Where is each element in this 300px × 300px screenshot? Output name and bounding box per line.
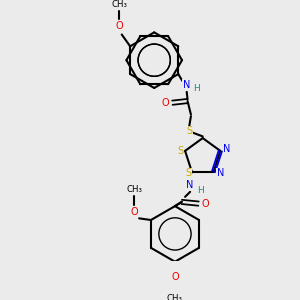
- Text: N: N: [217, 168, 224, 178]
- Text: CH₃: CH₃: [167, 294, 183, 300]
- Text: S: S: [177, 146, 183, 156]
- Text: CH₃: CH₃: [126, 185, 142, 194]
- Text: O: O: [171, 272, 179, 282]
- Text: O: O: [130, 207, 138, 217]
- Text: S: S: [185, 168, 191, 178]
- Text: N: N: [186, 180, 194, 190]
- Text: H: H: [197, 186, 204, 195]
- Text: S: S: [186, 126, 192, 136]
- Text: O: O: [162, 98, 170, 108]
- Text: N: N: [224, 144, 231, 154]
- Text: CH₃: CH₃: [111, 0, 127, 9]
- Text: O: O: [202, 199, 209, 208]
- Text: H: H: [194, 84, 200, 93]
- Text: O: O: [116, 21, 123, 31]
- Text: N: N: [183, 80, 190, 90]
